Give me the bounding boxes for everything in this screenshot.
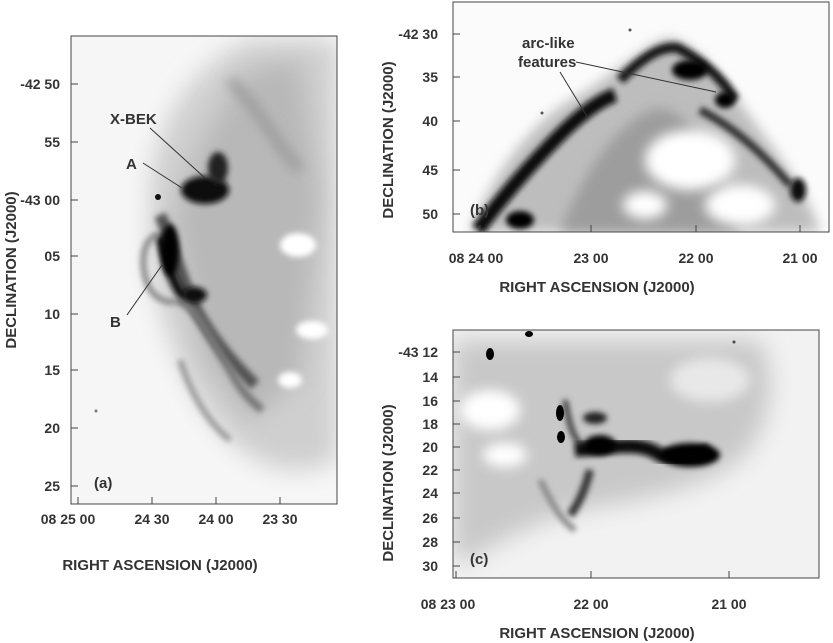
annotation-pointer (559, 71, 589, 119)
panel-a: -42 50 55 -43 00 05 10 15 20 25 08 25 00… (3, 35, 338, 574)
annotation-xbek: X-BEK (110, 111, 157, 128)
panel-b-image (453, 2, 829, 232)
panel-a-image (71, 36, 337, 504)
annotation-arc-line1: arc-like (522, 35, 575, 52)
dec-tick-label: 18 (422, 416, 438, 432)
dec-tick-label: 40 (422, 113, 438, 129)
annotation-pointer (575, 61, 717, 93)
x-axis-label: RIGHT ASCENSION (J2000) (62, 557, 257, 574)
y-axis-label: DECLINATION (J2000) (3, 191, 20, 348)
ra-tick-label: 08 25 00 (41, 511, 96, 527)
dec-tick-label: 35 (422, 69, 438, 85)
dec-tick-label: 15 (44, 362, 60, 378)
panel-tag: (c) (470, 551, 488, 568)
ra-tick-label: 23 00 (573, 250, 608, 266)
panel-a-frame (70, 35, 338, 505)
dec-tick-label: 20 (422, 439, 438, 455)
y-axis-label: DECLINATION (J2000) (380, 404, 397, 561)
x-axis-label: RIGHT ASCENSION (J2000) (499, 279, 694, 296)
dec-tick-label: -43 00 (20, 192, 60, 208)
annotation-arc-line2: features (518, 54, 576, 71)
dec-tick-label: -43 12 (398, 344, 438, 360)
panel-b: -42 30 35 40 45 50 08 24 00 23 00 22 00 … (380, 1, 830, 296)
dec-tick-label: 50 (422, 206, 438, 222)
ra-tick-label: 22 00 (573, 596, 608, 612)
panel-c-frame (452, 329, 820, 579)
panel-c-image (453, 330, 819, 578)
ra-tick-label: 08 23 00 (421, 596, 476, 612)
panel-a-dec-ticks (71, 83, 78, 487)
dec-tick-label: 26 (422, 510, 438, 526)
dec-tick-label: 45 (422, 162, 438, 178)
annotation-a: A (126, 156, 137, 173)
dec-tick-label: 24 (422, 485, 438, 501)
panel-b-frame (452, 1, 830, 233)
panel-c-dec-ticks (453, 351, 460, 567)
dec-tick-label: -42 50 (20, 76, 60, 92)
ra-tick-label: 21 00 (711, 596, 746, 612)
x-axis-label: RIGHT ASCENSION (J2000) (499, 625, 694, 642)
dec-tick-label: 28 (422, 534, 438, 550)
annotation-pointer (126, 264, 163, 316)
ra-tick-label: 22 00 (678, 250, 713, 266)
dec-tick-label: 55 (44, 134, 60, 150)
dec-tick-label: 22 (422, 462, 438, 478)
panel-c: -43 12 14 16 18 20 22 24 26 28 30 08 23 … (380, 329, 820, 642)
dec-tick-label: 10 (44, 306, 60, 322)
annotation-pointer (149, 127, 206, 179)
dec-tick-label: -42 30 (398, 26, 438, 42)
dec-tick-label: 05 (44, 248, 60, 264)
panel-b-dec-ticks (453, 33, 460, 215)
panel-tag: (a) (94, 475, 112, 492)
dec-tick-label: 30 (422, 558, 438, 574)
ra-tick-label: 21 00 (782, 250, 817, 266)
panel-c-ra-ticks (455, 571, 730, 578)
ra-tick-label: 24 00 (198, 511, 233, 527)
annotation-b: B (110, 314, 121, 331)
ra-tick-label: 23 30 (262, 511, 297, 527)
dec-tick-label: 14 (422, 369, 438, 385)
dec-tick-label: 25 (44, 478, 60, 494)
ra-tick-label: 24 30 (134, 511, 169, 527)
y-axis-label: DECLINATION (J2000) (380, 61, 397, 218)
panel-b-ra-ticks (479, 225, 801, 232)
dec-tick-label: 16 (422, 393, 438, 409)
dec-tick-label: 20 (44, 420, 60, 436)
ra-tick-label: 08 24 00 (449, 250, 504, 266)
panel-tag: (b) (470, 202, 489, 219)
annotation-pointer (142, 162, 183, 189)
panel-a-ra-ticks (77, 497, 281, 504)
